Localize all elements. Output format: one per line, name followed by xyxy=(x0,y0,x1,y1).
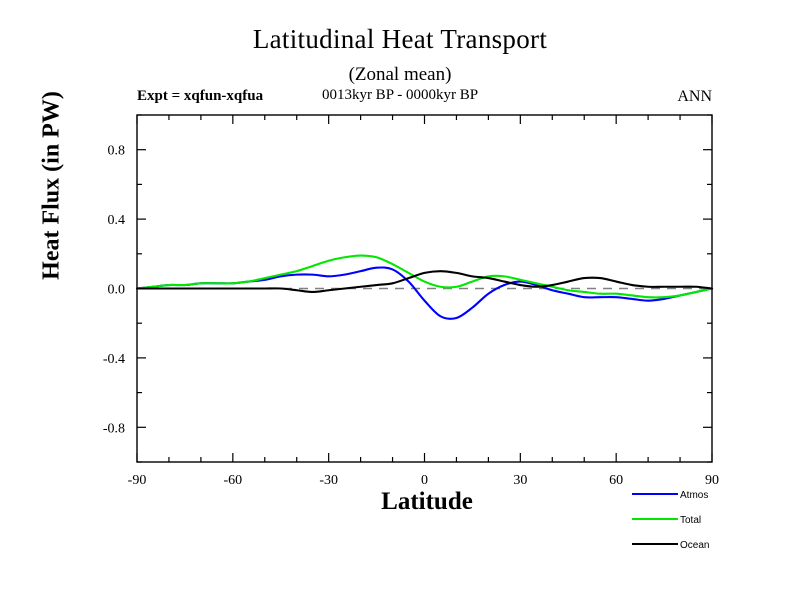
x-tick-label: -90 xyxy=(128,473,147,488)
y-tick-label: 0.0 xyxy=(108,283,126,298)
y-axis-ticks: -0.8 -0.4 0.0 0.4 0.8 xyxy=(103,114,712,463)
y-tick-label: 0.8 xyxy=(108,144,126,159)
y-tick-label: -0.8 xyxy=(103,421,125,436)
chart-title: Latitudinal Heat Transport xyxy=(252,24,548,54)
y-tick-label: -0.4 xyxy=(103,352,125,367)
chart-period-label: 0013kyr BP - 0000kyr BP xyxy=(321,87,479,103)
legend-label-total: Total xyxy=(680,515,701,526)
chart-subtitle: (Zonal mean) xyxy=(348,64,452,85)
series-line-atmos xyxy=(135,266,714,320)
x-axis-title: Latitude xyxy=(381,488,473,515)
legend-label-atmos: Atmos xyxy=(680,490,708,501)
season-label: ANN xyxy=(677,88,712,105)
x-tick-label: 30 xyxy=(513,473,527,488)
y-tick-label: 0.4 xyxy=(108,213,126,228)
x-tick-label: 90 xyxy=(705,473,719,488)
x-tick-label: -30 xyxy=(319,473,338,488)
series-line-ocean xyxy=(135,270,714,294)
x-tick-label: -60 xyxy=(223,473,242,488)
x-tick-label: 60 xyxy=(609,473,623,488)
data-series-group xyxy=(135,254,714,320)
x-axis-ticks: -90 -60 -30 0 30 60 90 xyxy=(128,115,719,488)
experiment-label: Expt = xqfun-xqfua xyxy=(137,88,264,104)
legend-label-ocean: Ocean xyxy=(680,540,709,551)
chart-legend: Atmos Total Ocean xyxy=(632,490,709,551)
series-line-total xyxy=(135,254,714,299)
x-tick-label: 0 xyxy=(421,473,428,488)
